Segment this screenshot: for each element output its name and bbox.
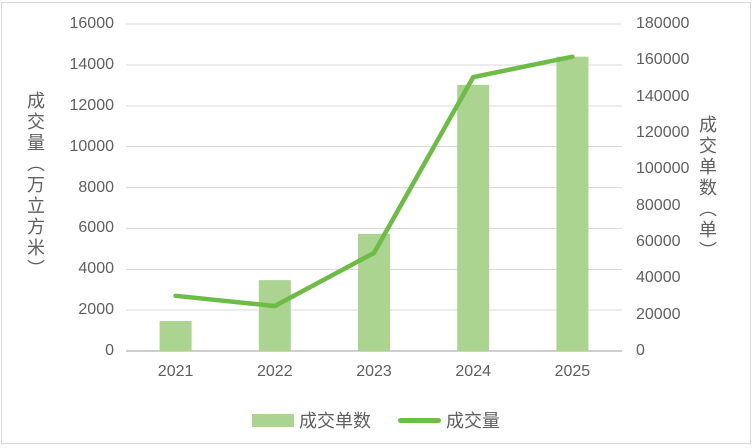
bar-2024 [457, 84, 490, 351]
left-axis-tick: 2000 [78, 301, 114, 319]
x-axis-label: 2022 [257, 363, 293, 380]
legend-bar-series-label: 成交单数 [299, 411, 371, 431]
left-axis-tick: 10000 [69, 137, 115, 155]
x-axis-label: 2025 [554, 363, 591, 380]
left-axis-tick: 14000 [69, 55, 115, 73]
legend: 成交单数 成交量 [2, 407, 750, 433]
bar-2022 [258, 280, 291, 351]
bar-2021 [159, 321, 192, 351]
right-axis-tick: 40000 [636, 269, 681, 287]
x-axis-label: 2023 [356, 363, 392, 380]
bar-2025 [556, 56, 589, 351]
right-axis-tick: 60000 [636, 233, 681, 250]
right-axis-tick: 180000 [636, 15, 690, 32]
left-axis-tick: 8000 [78, 178, 114, 196]
left-axis-tick: 4000 [78, 260, 114, 278]
right-axis-tick: 0 [636, 342, 645, 359]
right-axis-tick: 80000 [636, 196, 681, 214]
left-axis-tick: 0 [105, 342, 114, 359]
legend-line-series-label: 成交量 [446, 411, 500, 431]
x-axis-label: 2024 [455, 363, 491, 380]
legend-bar-swatch [252, 413, 294, 427]
left-axis-tick: 16000 [69, 15, 115, 32]
left-axis-tick: 6000 [78, 219, 114, 237]
left-axis-tick: 12000 [69, 96, 115, 114]
volume-line [173, 54, 575, 309]
right-axis-title: 成交单数（单） [697, 115, 717, 262]
right-axis-tick: 140000 [636, 87, 690, 105]
right-axis-tick: 120000 [636, 124, 690, 141]
left-axis-title: 成交量（万立方米） [25, 91, 45, 280]
legend-line-swatch [398, 417, 441, 423]
plot-area [126, 23, 622, 352]
x-axis-label: 2021 [157, 363, 194, 380]
right-axis-tick: 20000 [636, 305, 681, 323]
right-axis-tick: 100000 [636, 160, 690, 178]
right-axis-tick: 160000 [636, 51, 690, 69]
